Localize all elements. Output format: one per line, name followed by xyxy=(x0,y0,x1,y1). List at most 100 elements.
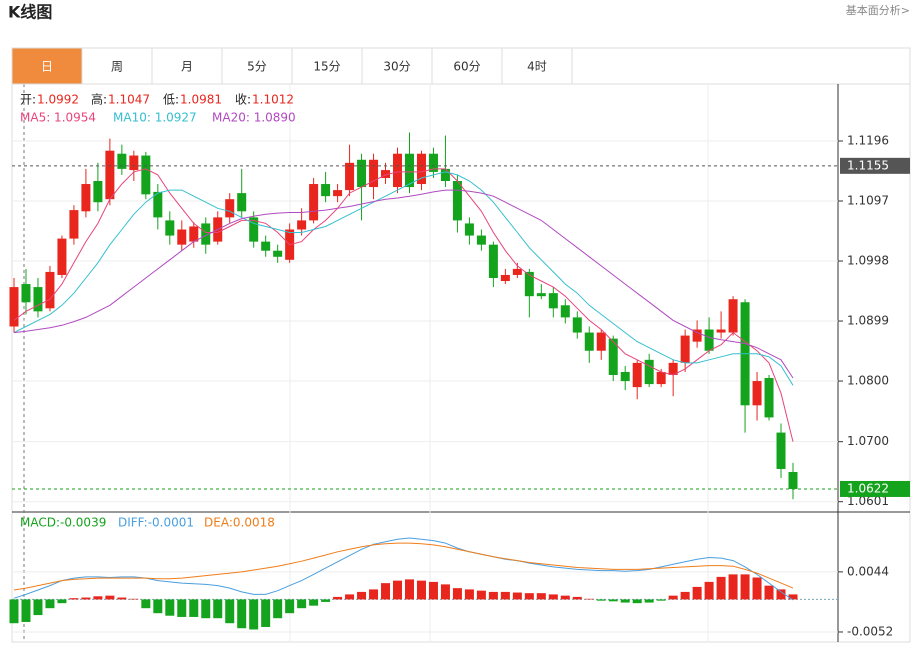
info-label: 高: xyxy=(91,92,107,107)
info-value: 1.1012 xyxy=(252,93,294,107)
tab-label[interactable]: 4时 xyxy=(527,60,547,74)
macd-bar xyxy=(656,599,666,601)
panel-frame xyxy=(11,47,911,643)
candle-body xyxy=(141,155,151,195)
tab[interactable] xyxy=(81,47,153,85)
tab[interactable] xyxy=(151,47,223,85)
candle-body xyxy=(393,153,403,188)
tab[interactable] xyxy=(501,47,573,85)
tab[interactable] xyxy=(221,47,293,85)
info-value: 1.0981 xyxy=(180,93,222,107)
candle-body xyxy=(345,162,355,191)
macd-bar xyxy=(357,591,367,600)
y-tick-label: 1.0899 xyxy=(847,314,889,328)
y-tick-label: -0.0052 xyxy=(847,624,893,638)
macd-bar xyxy=(249,599,259,630)
candle-body xyxy=(776,432,786,469)
macd-bar xyxy=(692,586,702,600)
macd-bar xyxy=(105,595,115,600)
macd-bar xyxy=(141,599,151,609)
candle-body xyxy=(189,226,199,242)
tab-label[interactable]: 15分 xyxy=(313,60,340,74)
y-tick-label: 1.0998 xyxy=(847,254,889,268)
macd-bar xyxy=(452,588,462,600)
info-label: 开: xyxy=(20,93,36,107)
macd-bar xyxy=(33,599,43,616)
macd-bar xyxy=(21,599,31,622)
candle-body xyxy=(45,271,55,309)
candle-body xyxy=(764,378,774,418)
candle-body xyxy=(309,184,319,221)
info-value: 1.1047 xyxy=(108,93,150,107)
candle-body xyxy=(93,180,103,203)
candle-body xyxy=(177,229,187,245)
tab[interactable] xyxy=(11,47,83,85)
candle-body xyxy=(201,223,211,245)
candle-body xyxy=(440,168,450,181)
candle-body xyxy=(512,268,522,275)
candle-body xyxy=(81,184,91,212)
candle-body xyxy=(704,329,714,351)
candle-body xyxy=(117,153,127,169)
legend-entry: DEA:0.0018 xyxy=(204,516,275,530)
tab-label[interactable]: 5分 xyxy=(247,60,267,74)
macd-bar xyxy=(620,599,630,603)
tab[interactable] xyxy=(361,47,433,85)
macd-bar xyxy=(201,599,211,619)
macd-bar xyxy=(524,593,534,600)
macd-bar xyxy=(333,596,343,600)
macd-bar xyxy=(69,598,79,600)
candle-body xyxy=(57,238,67,275)
widget-title: K线图 xyxy=(8,3,52,22)
macd-bar xyxy=(716,576,726,600)
macd-bar xyxy=(440,584,450,600)
macd-bar xyxy=(237,599,247,629)
macd-bar xyxy=(404,579,414,600)
macd-bar xyxy=(632,599,642,604)
candle-body xyxy=(572,317,582,333)
macd-bar xyxy=(584,598,594,600)
y-tick-label: 1.0800 xyxy=(847,374,889,388)
candle-body xyxy=(500,274,510,282)
y-tick-label: 1.0601 xyxy=(847,494,889,508)
legend-entry: DIFF:-0.0001 xyxy=(118,516,194,530)
macd-bar xyxy=(285,599,295,614)
candle-body xyxy=(249,217,259,242)
y-tick-label: 1.1097 xyxy=(847,194,889,208)
tab-label[interactable]: 日 xyxy=(41,60,53,74)
candle-body xyxy=(237,193,247,212)
tab-label[interactable]: 30分 xyxy=(383,60,410,74)
candle-body xyxy=(632,362,642,388)
analysis-link[interactable]: 基本面分析> xyxy=(846,3,910,17)
indicator-line xyxy=(13,542,794,591)
candle-body xyxy=(560,305,570,318)
candle-body xyxy=(596,332,606,351)
candle-body xyxy=(416,153,426,185)
candle-body xyxy=(464,223,474,236)
candle-body xyxy=(488,244,498,278)
macd-bar xyxy=(764,585,774,600)
tab-label[interactable]: 月 xyxy=(181,60,193,74)
macd-bar xyxy=(153,599,163,614)
macd-bar xyxy=(740,574,750,600)
candle-body xyxy=(548,293,558,309)
candle-body xyxy=(716,329,726,333)
macd-bar xyxy=(416,580,426,600)
macd-bar xyxy=(213,599,223,619)
macd-bar xyxy=(261,599,271,627)
candle-body xyxy=(381,170,391,178)
macd-bar xyxy=(608,599,618,602)
candle-body xyxy=(297,220,307,230)
candle-body xyxy=(656,371,666,385)
candle-body xyxy=(692,329,702,342)
candle-body xyxy=(620,371,630,382)
tab-label[interactable]: 周 xyxy=(111,60,123,74)
candle-body xyxy=(153,191,163,218)
info-label: 收: xyxy=(235,93,251,107)
info-value: 1.0992 xyxy=(37,93,79,107)
macd-bar xyxy=(680,591,690,600)
tab-label[interactable]: 60分 xyxy=(453,60,480,74)
legend-entry: MACD:-0.0039 xyxy=(20,516,106,530)
candle-body xyxy=(752,381,762,406)
